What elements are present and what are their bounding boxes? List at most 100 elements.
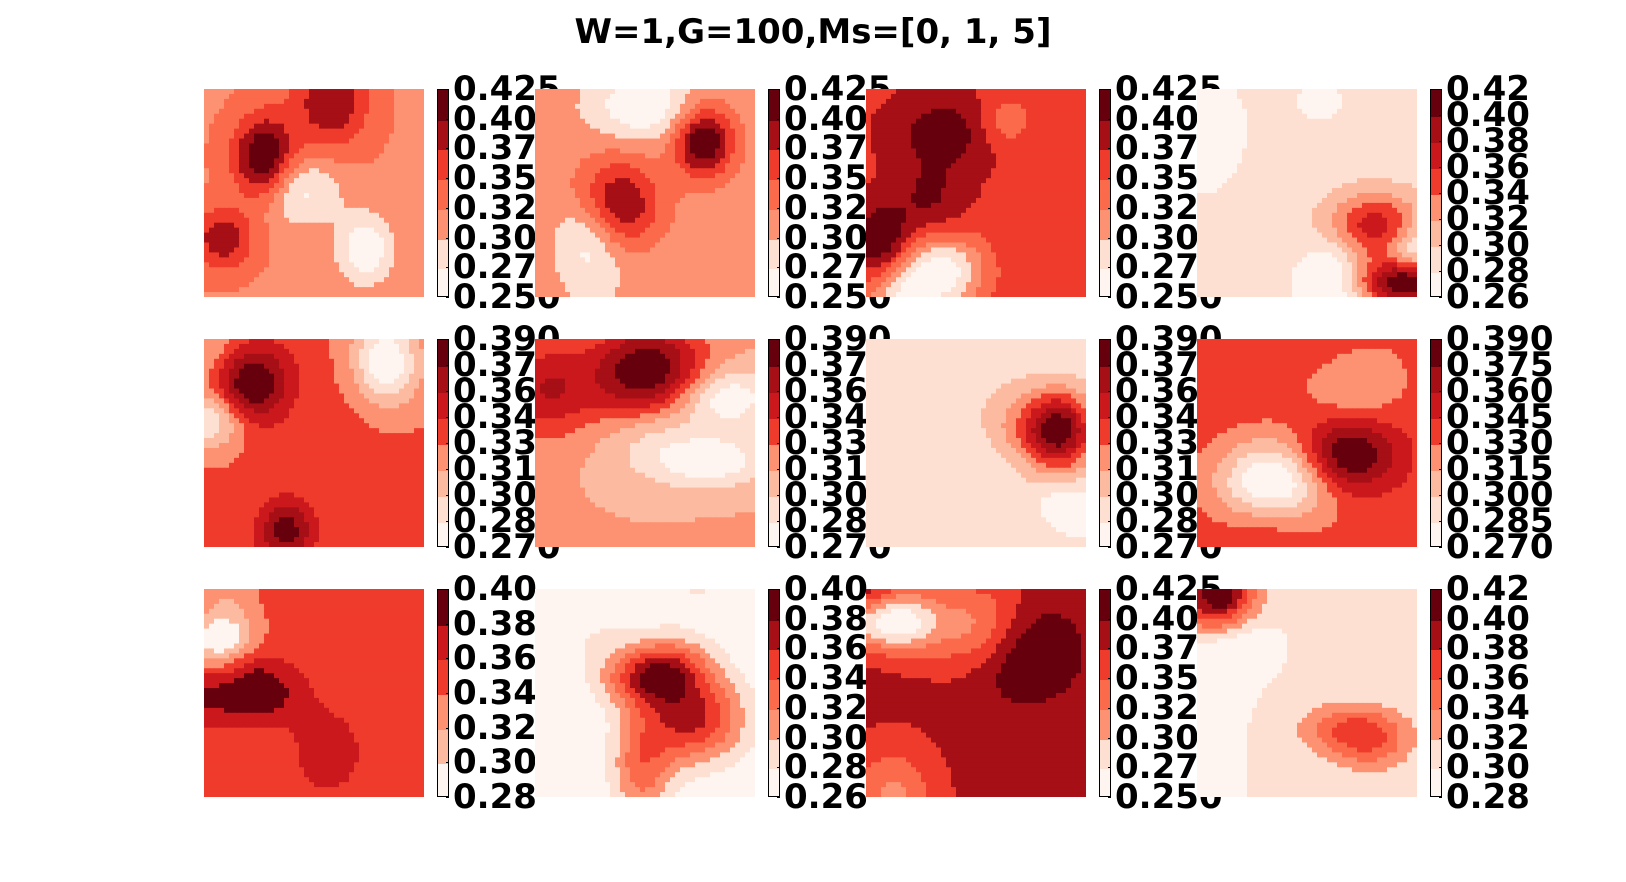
contour-cell bbox=[254, 267, 260, 273]
contour-cell bbox=[901, 93, 907, 100]
contour-cell bbox=[229, 113, 235, 120]
contour-cell bbox=[389, 143, 395, 150]
contour-cell bbox=[595, 237, 601, 244]
contour-cell bbox=[369, 108, 375, 115]
contour-cell bbox=[906, 222, 912, 229]
contour-cell bbox=[414, 247, 420, 254]
contour-cell bbox=[1031, 173, 1037, 179]
contour-cell bbox=[745, 212, 751, 219]
contour-cell bbox=[1026, 133, 1032, 140]
contour-cell bbox=[645, 207, 651, 214]
contour-cell bbox=[916, 118, 922, 125]
contour-cell bbox=[374, 232, 380, 239]
contour-cell bbox=[580, 257, 586, 263]
contour-cell bbox=[1001, 153, 1007, 159]
contour-cell bbox=[695, 108, 701, 115]
contour-cell bbox=[936, 158, 942, 164]
contour-cell bbox=[540, 103, 546, 110]
contour-cell bbox=[976, 123, 982, 130]
contour-cell bbox=[279, 108, 285, 115]
contour-cell bbox=[369, 178, 375, 184]
contour-cell bbox=[730, 173, 736, 179]
contour-cell bbox=[610, 197, 616, 204]
contour-cell bbox=[595, 178, 601, 184]
contour-cell bbox=[720, 212, 726, 219]
contour-cell bbox=[224, 178, 230, 184]
contour-cell bbox=[204, 202, 210, 209]
contour-cell bbox=[224, 138, 230, 145]
contour-cell bbox=[690, 133, 696, 140]
contour-cell bbox=[971, 217, 977, 224]
contour-cell bbox=[645, 138, 651, 145]
contour-cell bbox=[645, 222, 651, 229]
contour-cell bbox=[264, 118, 270, 125]
contour-cell bbox=[319, 247, 325, 254]
contour-cell bbox=[1056, 178, 1062, 184]
contour-cell bbox=[560, 89, 566, 95]
contour-cell bbox=[404, 202, 410, 209]
contour-cell bbox=[886, 128, 892, 135]
contour-cell bbox=[1061, 138, 1067, 145]
contour-cell bbox=[740, 108, 746, 115]
contour-cell bbox=[640, 158, 646, 164]
contour-cell bbox=[750, 217, 755, 224]
contour-cell bbox=[921, 108, 927, 115]
contour-cell bbox=[339, 113, 345, 120]
contour-cell bbox=[214, 272, 220, 278]
contour-cell bbox=[214, 163, 220, 169]
contour-cell bbox=[560, 242, 566, 249]
contour-cell bbox=[550, 188, 556, 194]
contour-cell bbox=[580, 212, 586, 219]
contour-cell bbox=[389, 128, 395, 135]
contour-cell bbox=[725, 153, 731, 159]
contour-cell bbox=[314, 257, 320, 263]
contour-cell bbox=[670, 183, 676, 189]
contour-cell bbox=[359, 212, 365, 219]
contour-cell bbox=[580, 287, 586, 293]
contour-cell bbox=[294, 197, 300, 204]
contour-cell bbox=[946, 93, 952, 100]
contour-cell bbox=[324, 183, 330, 189]
contour-cell bbox=[349, 93, 355, 100]
contour-cell bbox=[750, 108, 755, 115]
contour-cell bbox=[560, 183, 566, 189]
contour-cell bbox=[379, 282, 385, 288]
contour-cell bbox=[229, 272, 235, 278]
contour-cell bbox=[239, 242, 245, 249]
contour-cell bbox=[264, 158, 270, 164]
contour-cell bbox=[946, 153, 952, 159]
contour-cell bbox=[379, 197, 385, 204]
contour-cell bbox=[209, 108, 215, 115]
contour-cell bbox=[555, 128, 561, 135]
contour-cell bbox=[931, 93, 937, 100]
contour-cell bbox=[324, 89, 330, 95]
contour-cell bbox=[675, 158, 681, 164]
contour-cell bbox=[339, 282, 345, 288]
contour-cell bbox=[1066, 212, 1072, 219]
contour-cell bbox=[560, 277, 566, 283]
contour-cell bbox=[259, 242, 265, 249]
contour-cell bbox=[615, 292, 621, 297]
contour-cell bbox=[555, 197, 561, 204]
contour-cell bbox=[941, 197, 947, 204]
contour-cell bbox=[585, 242, 591, 249]
contour-cell bbox=[991, 133, 997, 140]
contour-cell bbox=[976, 217, 982, 224]
contour-cell bbox=[610, 138, 616, 145]
contour-cell bbox=[675, 237, 681, 244]
contour-cell bbox=[881, 93, 887, 100]
contour-cell bbox=[745, 292, 751, 297]
contour-cell bbox=[911, 163, 917, 169]
contour-cell bbox=[740, 292, 746, 297]
contour-cell bbox=[224, 292, 230, 297]
contour-cell bbox=[239, 237, 245, 244]
contour-cell bbox=[655, 237, 661, 244]
contour-cell bbox=[1001, 193, 1007, 199]
contour-cell bbox=[404, 153, 410, 159]
contour-cell bbox=[374, 262, 380, 268]
contour-cell bbox=[349, 227, 355, 234]
contour-cell bbox=[705, 128, 711, 135]
contour-cell bbox=[244, 138, 250, 145]
contour-cell bbox=[570, 183, 576, 189]
contour-cell bbox=[670, 89, 676, 95]
